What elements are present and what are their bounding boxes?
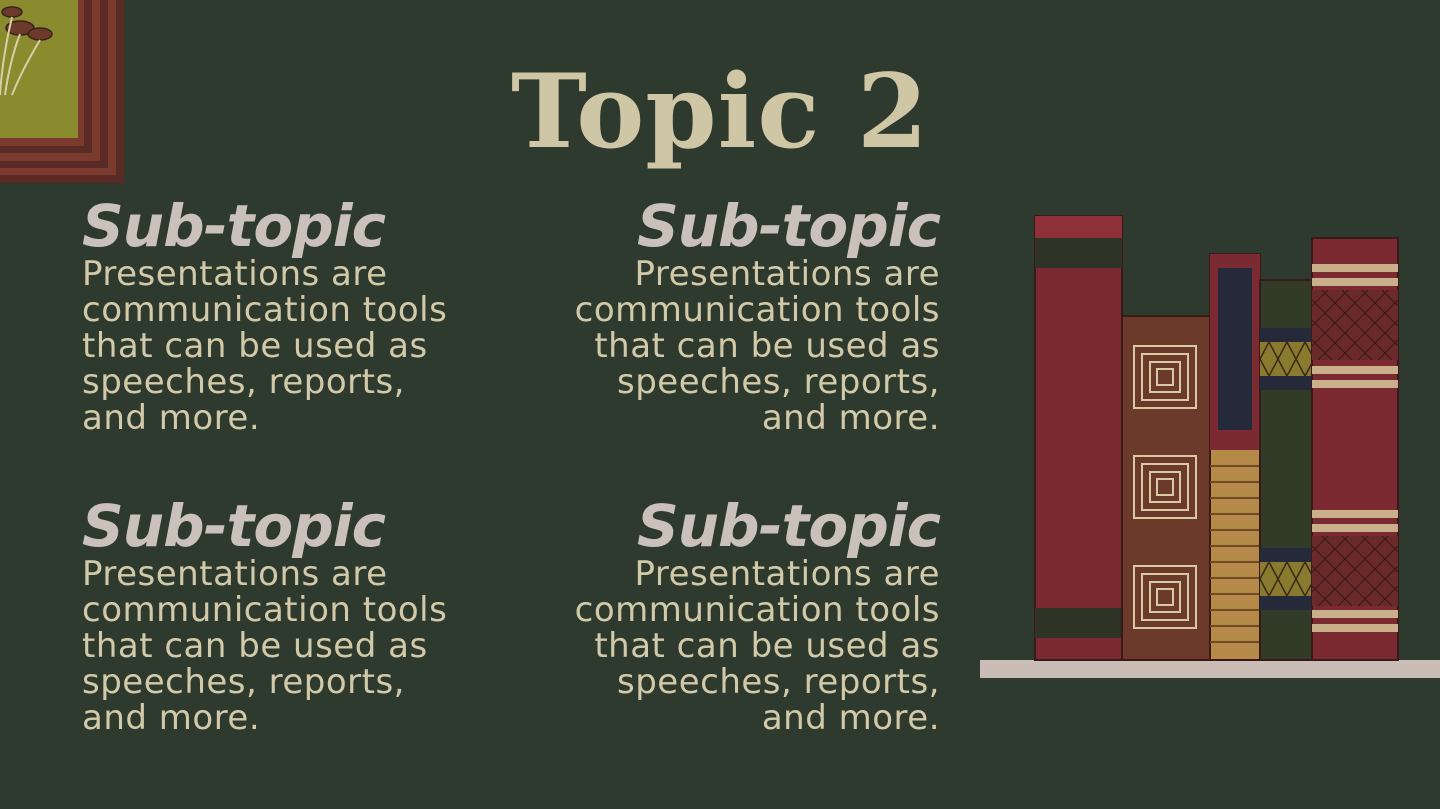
subtopic-block-top-right: Sub-topic Presentations are communicatio…	[520, 192, 941, 438]
subtopic-heading: Sub-topic	[82, 192, 386, 260]
subtopic-body: Presentations are communication tools th…	[82, 254, 448, 438]
book-striped-thin	[1209, 253, 1261, 661]
bookshelf-books-illustration-icon	[980, 215, 1440, 678]
subtopic-body: Presentations are communication tools th…	[574, 554, 940, 738]
subtopic-body: Presentations are communication tools th…	[574, 254, 940, 438]
subtopic-heading: Sub-topic	[636, 192, 941, 260]
slide-title: Topic 2	[511, 52, 929, 172]
subtopic-heading: Sub-topic	[82, 492, 386, 560]
book-red-crosshatch	[1311, 237, 1399, 661]
framed-mushroom-picture-icon	[0, 0, 124, 183]
subtopic-block-top-left: Sub-topic Presentations are communicatio…	[82, 196, 502, 436]
subtopic-block-bottom-left: Sub-topic Presentations are communicatio…	[82, 496, 502, 736]
book-red-tall	[1034, 215, 1123, 661]
subtopic-block-bottom-right: Sub-topic Presentations are communicatio…	[520, 492, 941, 738]
book-brown-ornamented	[1121, 315, 1211, 661]
book-green-patterned	[1259, 279, 1313, 661]
subtopic-body: Presentations are communication tools th…	[82, 554, 448, 738]
subtopic-heading: Sub-topic	[636, 492, 941, 560]
